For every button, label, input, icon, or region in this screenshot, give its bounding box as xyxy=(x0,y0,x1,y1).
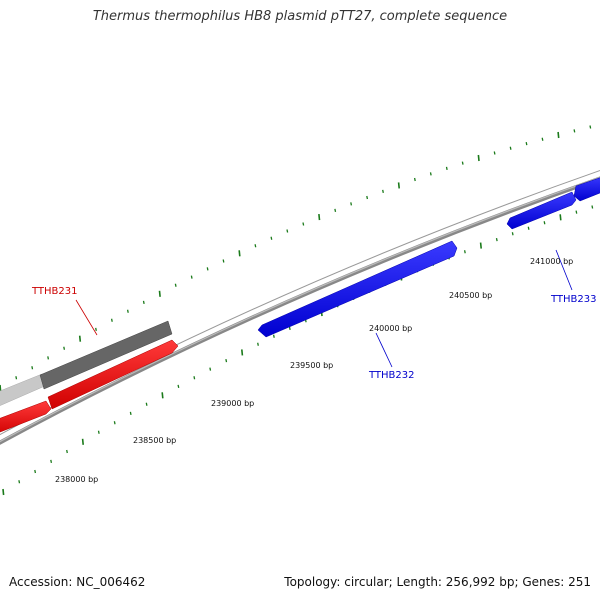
inner-tick-row xyxy=(2,205,594,496)
outer-tick-row xyxy=(0,125,592,392)
outer-tick-mark xyxy=(541,137,544,141)
backbone-arc-inner xyxy=(0,169,600,436)
inner-tick-mark xyxy=(18,480,21,484)
inner-tick-mark xyxy=(34,469,37,474)
inner-tick-mark xyxy=(511,232,514,236)
inner-tick-mark xyxy=(527,226,530,230)
inner-tick-mark xyxy=(495,237,498,242)
outer-tick-mark xyxy=(126,309,129,313)
leader-line-tthb231 xyxy=(75,299,98,336)
scale-label-240500: 240500 bp xyxy=(449,291,492,300)
scale-label-239500: 239500 bp xyxy=(290,361,333,370)
outer-tick-mark xyxy=(286,229,289,233)
gene-label-tthb233: TTHB233 xyxy=(550,294,597,305)
gene-label-tthb231: TTHB231 xyxy=(31,286,78,297)
inner-tick-mark xyxy=(177,384,180,389)
scale-label-238500: 238500 bp xyxy=(133,436,176,445)
inner-tick-mark xyxy=(225,358,228,363)
inner-tick-mark xyxy=(463,250,466,254)
leader-line-tthb233 xyxy=(555,249,573,291)
gene-feature-tthb232 xyxy=(257,240,458,338)
inner-tick-mark xyxy=(257,342,259,346)
outer-tick-mark xyxy=(334,208,337,213)
gene-feature-red-left xyxy=(0,400,52,433)
inner-tick-mark xyxy=(145,402,148,406)
outer-tick-mark xyxy=(382,189,384,194)
outer-tick-mark xyxy=(318,214,321,221)
outer-tick-mark xyxy=(78,335,82,342)
outer-tick-mark xyxy=(206,267,209,271)
outer-tick-mark xyxy=(222,259,225,263)
outer-tick-mark xyxy=(110,318,113,322)
inner-tick-mark xyxy=(113,421,116,425)
inner-tick-mark xyxy=(50,459,53,464)
inner-tick-mark xyxy=(591,205,594,209)
outer-tick-mark xyxy=(0,384,2,392)
outer-tick-mark xyxy=(461,161,464,165)
gene-feature-red-right xyxy=(47,339,179,410)
outer-tick-mark xyxy=(525,141,528,146)
leader-line-tthb232 xyxy=(375,332,393,368)
inner-tick-mark xyxy=(193,376,196,380)
inner-tick-mark xyxy=(559,214,562,221)
inner-tick-mark xyxy=(81,438,84,445)
backbone-arc-outer xyxy=(0,176,600,445)
inner-tick-mark xyxy=(97,430,100,434)
outer-tick-mark xyxy=(589,125,592,129)
sequence-summary: Topology: circular; Length: 256,992 bp; … xyxy=(284,575,591,589)
outer-tick-mark xyxy=(429,172,432,176)
scale-label-238000: 238000 bp xyxy=(55,475,98,484)
inner-tick-mark xyxy=(575,210,578,214)
scale-label-239000: 239000 bp xyxy=(211,399,254,408)
inner-tick-mark xyxy=(543,221,546,225)
outer-tick-mark xyxy=(509,146,512,150)
outer-tick-mark xyxy=(190,275,193,279)
outer-tick-mark xyxy=(95,327,97,332)
outer-tick-mark xyxy=(350,202,353,206)
outer-tick-mark xyxy=(477,154,480,162)
inner-tick-mark xyxy=(288,326,291,331)
outer-tick-mark xyxy=(31,366,34,370)
outer-tick-mark xyxy=(254,244,257,248)
outer-tick-mark xyxy=(158,290,161,297)
outer-tick-mark xyxy=(557,131,560,139)
outer-tick-mark xyxy=(573,129,576,133)
inner-tick-mark xyxy=(209,367,212,371)
scale-label-240000: 240000 bp xyxy=(369,324,412,333)
inner-tick-mark xyxy=(66,449,68,454)
inner-tick-mark xyxy=(241,349,244,356)
gene-feature-tthb233 xyxy=(573,177,600,202)
outer-tick-mark xyxy=(493,151,496,155)
inner-tick-mark xyxy=(2,488,5,496)
scale-label-241000: 241000 bp xyxy=(530,257,573,266)
gene-label-tthb232: TTHB232 xyxy=(368,370,415,381)
gene-feature-blue-mid xyxy=(506,191,577,230)
outer-tick-mark xyxy=(238,250,241,257)
outer-tick-mark xyxy=(366,195,369,200)
outer-tick-mark xyxy=(413,177,416,182)
outer-tick-mark xyxy=(142,300,145,305)
inner-tick-mark xyxy=(272,334,275,338)
outer-tick-mark xyxy=(270,236,273,240)
outer-tick-mark xyxy=(397,182,400,189)
accession-label: Accession: NC_006462 xyxy=(9,575,146,589)
backbone-arc-outer-highlight xyxy=(0,176,600,443)
outer-tick-mark xyxy=(47,356,50,360)
inner-tick-mark xyxy=(161,392,164,399)
outer-tick-mark xyxy=(15,376,18,380)
outer-tick-mark xyxy=(445,166,448,171)
inner-tick-mark xyxy=(479,242,482,249)
map-title: Thermus thermophilus HB8 plasmid pTT27, … xyxy=(92,9,508,24)
gene-feature-grey-dark xyxy=(39,320,173,390)
inner-tick-mark xyxy=(129,411,132,416)
outer-tick-mark xyxy=(63,346,66,350)
outer-tick-mark xyxy=(302,222,305,226)
outer-tick-mark xyxy=(174,283,177,287)
